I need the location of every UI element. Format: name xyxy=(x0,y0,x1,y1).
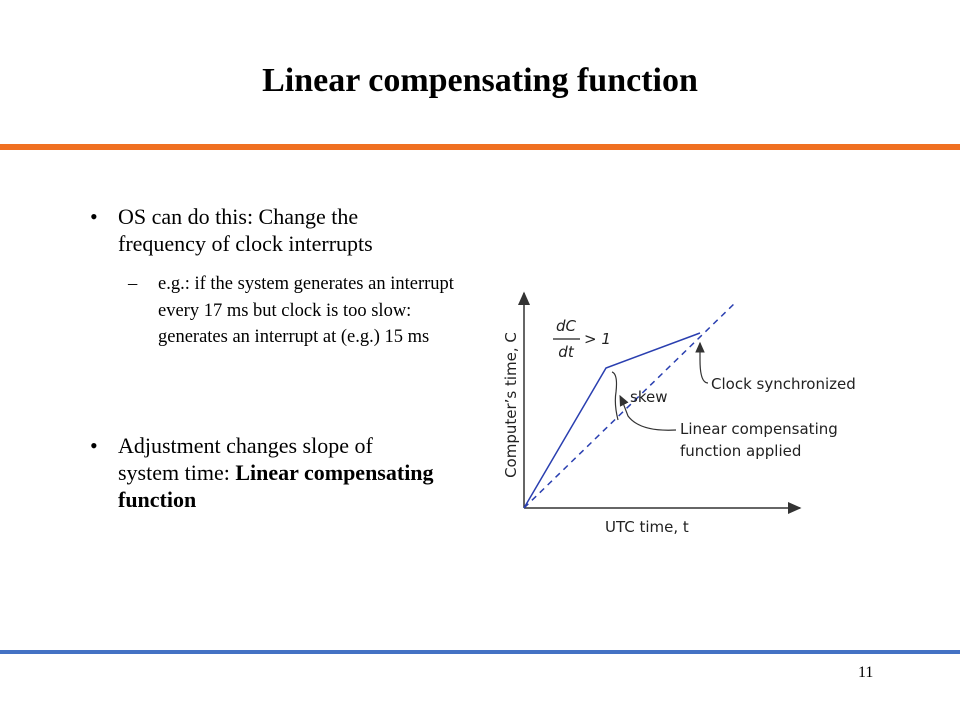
bullet-dot: • xyxy=(90,204,98,229)
bullet-text: OS can do this: Change the frequency of … xyxy=(118,204,373,256)
slope-numerator: dC xyxy=(556,317,577,335)
arrow xyxy=(619,394,677,431)
header-rule xyxy=(0,144,960,150)
slide-title: Linear compensating function xyxy=(262,62,698,99)
bullet-text-bold: Linear compensating function xyxy=(118,460,434,512)
comp-label: Linear compensating xyxy=(680,420,838,438)
arrow xyxy=(695,341,709,384)
page-number: 11 xyxy=(858,664,874,681)
sub-bullet-dash: – xyxy=(128,274,138,294)
sub-bullet-text: e.g.: if the system generates an interru… xyxy=(158,274,454,347)
slope-denominator: dt xyxy=(558,343,575,361)
bullet-text: Adjustment changes slope of system time:… xyxy=(118,432,438,513)
bullet-text-plain: Adjustment changes slope of system time: xyxy=(118,433,373,485)
comp-label: function applied xyxy=(680,442,801,460)
skew-bracket xyxy=(611,371,619,421)
skew-label: skew xyxy=(630,388,667,406)
bullet-dot: • xyxy=(90,433,98,458)
ideal-clock-line xyxy=(523,301,737,509)
footer-rule xyxy=(0,650,960,654)
y-axis-label: Computer’s time, C xyxy=(502,332,520,478)
computer-clock-line xyxy=(523,332,701,509)
slope-condition: > 1 xyxy=(584,330,611,348)
x-axis-label: UTC time, t xyxy=(605,518,689,536)
sync-label: Clock synchronized xyxy=(711,375,856,393)
